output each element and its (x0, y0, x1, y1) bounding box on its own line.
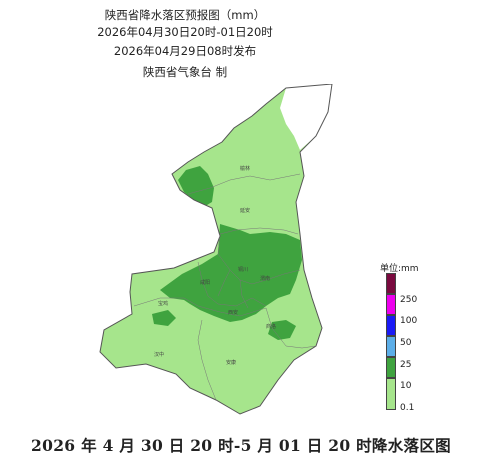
legend-swatch-50 (386, 315, 396, 336)
legend-label-100: 100 (400, 316, 418, 326)
no-rain-area (280, 84, 332, 150)
city-label-xian: 西安 (228, 309, 238, 316)
legend-label-250: 250 (400, 295, 418, 305)
legend-unit-label: 单位:mm (380, 264, 419, 274)
valid-time-range: 2026年04月30日20时-01日20时 (97, 25, 273, 39)
city-label-ankang: 安康 (226, 359, 236, 366)
city-labels: 榆林 延安 铜川 渭南 宝鸡 咸阳 汉中 安康 商洛 西安 (154, 165, 276, 366)
province-shape: 榆林 延安 铜川 渭南 宝鸡 咸阳 汉中 安康 商洛 西安 (99, 84, 333, 415)
issue-time: 2026年04月29日08时发布 (113, 44, 257, 58)
legend-label-50: 50 (400, 338, 412, 348)
legend-label-10: 10 (400, 381, 412, 391)
city-label-shangluo: 商洛 (266, 323, 276, 330)
legend-swatch-250 (386, 273, 396, 294)
city-label-yanan: 延安 (240, 207, 250, 214)
legend-swatch-0.1 (386, 378, 396, 410)
legend-label-25: 25 (400, 360, 412, 370)
issuer: 陕西省气象台 制 (142, 65, 228, 79)
legend-swatch-100 (386, 294, 396, 315)
city-label-weinan: 渭南 (260, 275, 270, 282)
city-label-baoji: 宝鸡 (158, 300, 168, 307)
province-border (99, 84, 333, 415)
legend-swatch-10 (386, 357, 396, 378)
city-label-xianyang: 咸阳 (200, 279, 210, 286)
city-label-hanzhong: 汉中 (154, 351, 164, 358)
moderate-rain-area-north (178, 166, 214, 208)
map-caption: 2026 年 4 月 30 日 20 时-5 月 01 日 20 时降水落区图 (31, 436, 451, 455)
moderate-rain-area-south (268, 320, 296, 340)
legend-label-0.1: 0.1 (400, 403, 415, 413)
precipitation-map: 榆林 延安 铜川 渭南 宝鸡 咸阳 汉中 安康 商洛 西安 (99, 84, 333, 415)
city-label-yulin: 榆林 (240, 165, 250, 172)
legend-swatch-25 (386, 336, 396, 357)
map-title: 陕西省降水落区预报图（mm） (104, 8, 266, 22)
moderate-rain-area-west (152, 310, 176, 326)
city-label-tongchuan: 铜川 (238, 266, 248, 273)
city-boundaries (133, 173, 317, 401)
moderate-rain-area-central (160, 224, 302, 322)
